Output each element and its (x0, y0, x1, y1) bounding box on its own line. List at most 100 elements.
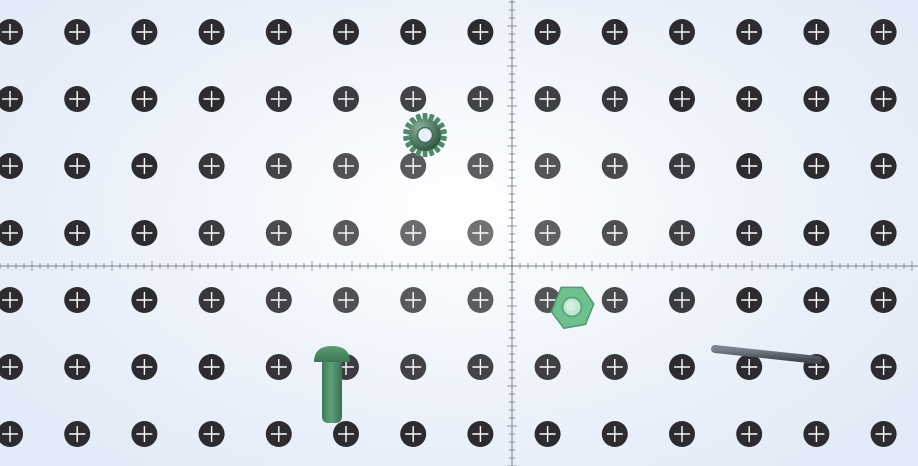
peg-hole (64, 86, 91, 112)
peg-hole (534, 86, 561, 112)
peg-hole (198, 421, 225, 447)
peg-hole (736, 86, 763, 112)
peg-hole (198, 354, 225, 380)
peg-hole (534, 19, 561, 45)
rivet-piece[interactable] (312, 344, 352, 426)
peg-hole (736, 421, 763, 447)
peg-hole (803, 421, 830, 447)
peg-hole (265, 421, 292, 447)
peg-hole (534, 354, 561, 380)
peg-holes (0, 19, 897, 447)
peg-hole (467, 153, 494, 179)
peg-hole (669, 19, 695, 45)
peg-hole (265, 287, 292, 313)
peg-hole (601, 19, 628, 45)
peg-hole (131, 421, 158, 447)
peg-hole (601, 153, 628, 179)
peg-hole (467, 421, 494, 447)
peg-hole (265, 153, 292, 179)
peg-hole (400, 287, 427, 313)
peg-hole (467, 354, 494, 380)
hex-nut-icon (550, 286, 595, 330)
peg-hole (265, 86, 292, 112)
peg-hole (198, 220, 225, 246)
peg-hole (467, 19, 494, 45)
metal-rod-piece[interactable] (710, 342, 826, 368)
peg-hole (198, 153, 225, 179)
peg-hole (64, 220, 91, 246)
hex-nut-piece[interactable] (548, 284, 596, 330)
peg-hole (870, 354, 897, 380)
peg-hole (669, 86, 695, 112)
peg-hole (0, 354, 23, 380)
peg-hole (333, 220, 359, 246)
peg-hole (333, 287, 359, 313)
peg-hole (803, 153, 830, 179)
peg-hole (400, 354, 427, 380)
peg-hole (870, 421, 897, 447)
peg-hole (198, 287, 225, 313)
peg-hole (467, 287, 494, 313)
peg-hole (736, 19, 763, 45)
peg-hole (669, 220, 695, 246)
peg-hole (467, 220, 494, 246)
gear-icon (403, 113, 447, 157)
peg-hole (131, 220, 158, 246)
peg-hole (131, 153, 158, 179)
peg-hole (333, 86, 359, 112)
peg-hole (265, 19, 292, 45)
peg-hole (870, 287, 897, 313)
peg-hole (870, 86, 897, 112)
peg-hole (64, 421, 91, 447)
peg-hole (0, 421, 23, 447)
rivet-icon (314, 346, 350, 423)
peg-hole (0, 19, 23, 45)
peg-hole (601, 287, 628, 313)
peg-hole (0, 86, 23, 112)
peg-hole (736, 354, 763, 380)
peg-hole (64, 354, 91, 380)
peg-hole (803, 220, 830, 246)
peg-hole (333, 421, 359, 447)
peg-hole (400, 86, 427, 112)
peg-hole (400, 153, 427, 179)
peg-hole (467, 86, 494, 112)
peg-hole (669, 287, 695, 313)
peg-hole (534, 421, 561, 447)
peg-hole (601, 354, 628, 380)
peg-hole (534, 153, 561, 179)
peg-hole (265, 354, 292, 380)
gear-piece[interactable] (402, 112, 448, 158)
peg-hole (534, 220, 561, 246)
peg-hole (198, 19, 225, 45)
peg-hole (64, 287, 91, 313)
peg-hole (198, 86, 225, 112)
peg-hole (669, 153, 695, 179)
peg-hole (333, 153, 359, 179)
peg-hole (131, 86, 158, 112)
peg-hole (131, 287, 158, 313)
peg-hole (0, 220, 23, 246)
peg-hole (0, 287, 23, 313)
peg-hole (265, 220, 292, 246)
peg-hole (736, 220, 763, 246)
peg-hole (870, 19, 897, 45)
rod-icon (711, 345, 822, 364)
peg-hole (870, 220, 897, 246)
peg-hole (64, 153, 91, 179)
peg-hole (803, 86, 830, 112)
peg-hole (669, 421, 695, 447)
peg-hole (333, 19, 359, 45)
peg-hole (601, 86, 628, 112)
peg-hole (736, 153, 763, 179)
peg-hole (400, 421, 427, 447)
peg-hole (669, 354, 695, 380)
peg-hole (400, 220, 427, 246)
peg-hole (131, 19, 158, 45)
peg-hole (803, 287, 830, 313)
peg-hole (736, 287, 763, 313)
peg-hole (803, 19, 830, 45)
